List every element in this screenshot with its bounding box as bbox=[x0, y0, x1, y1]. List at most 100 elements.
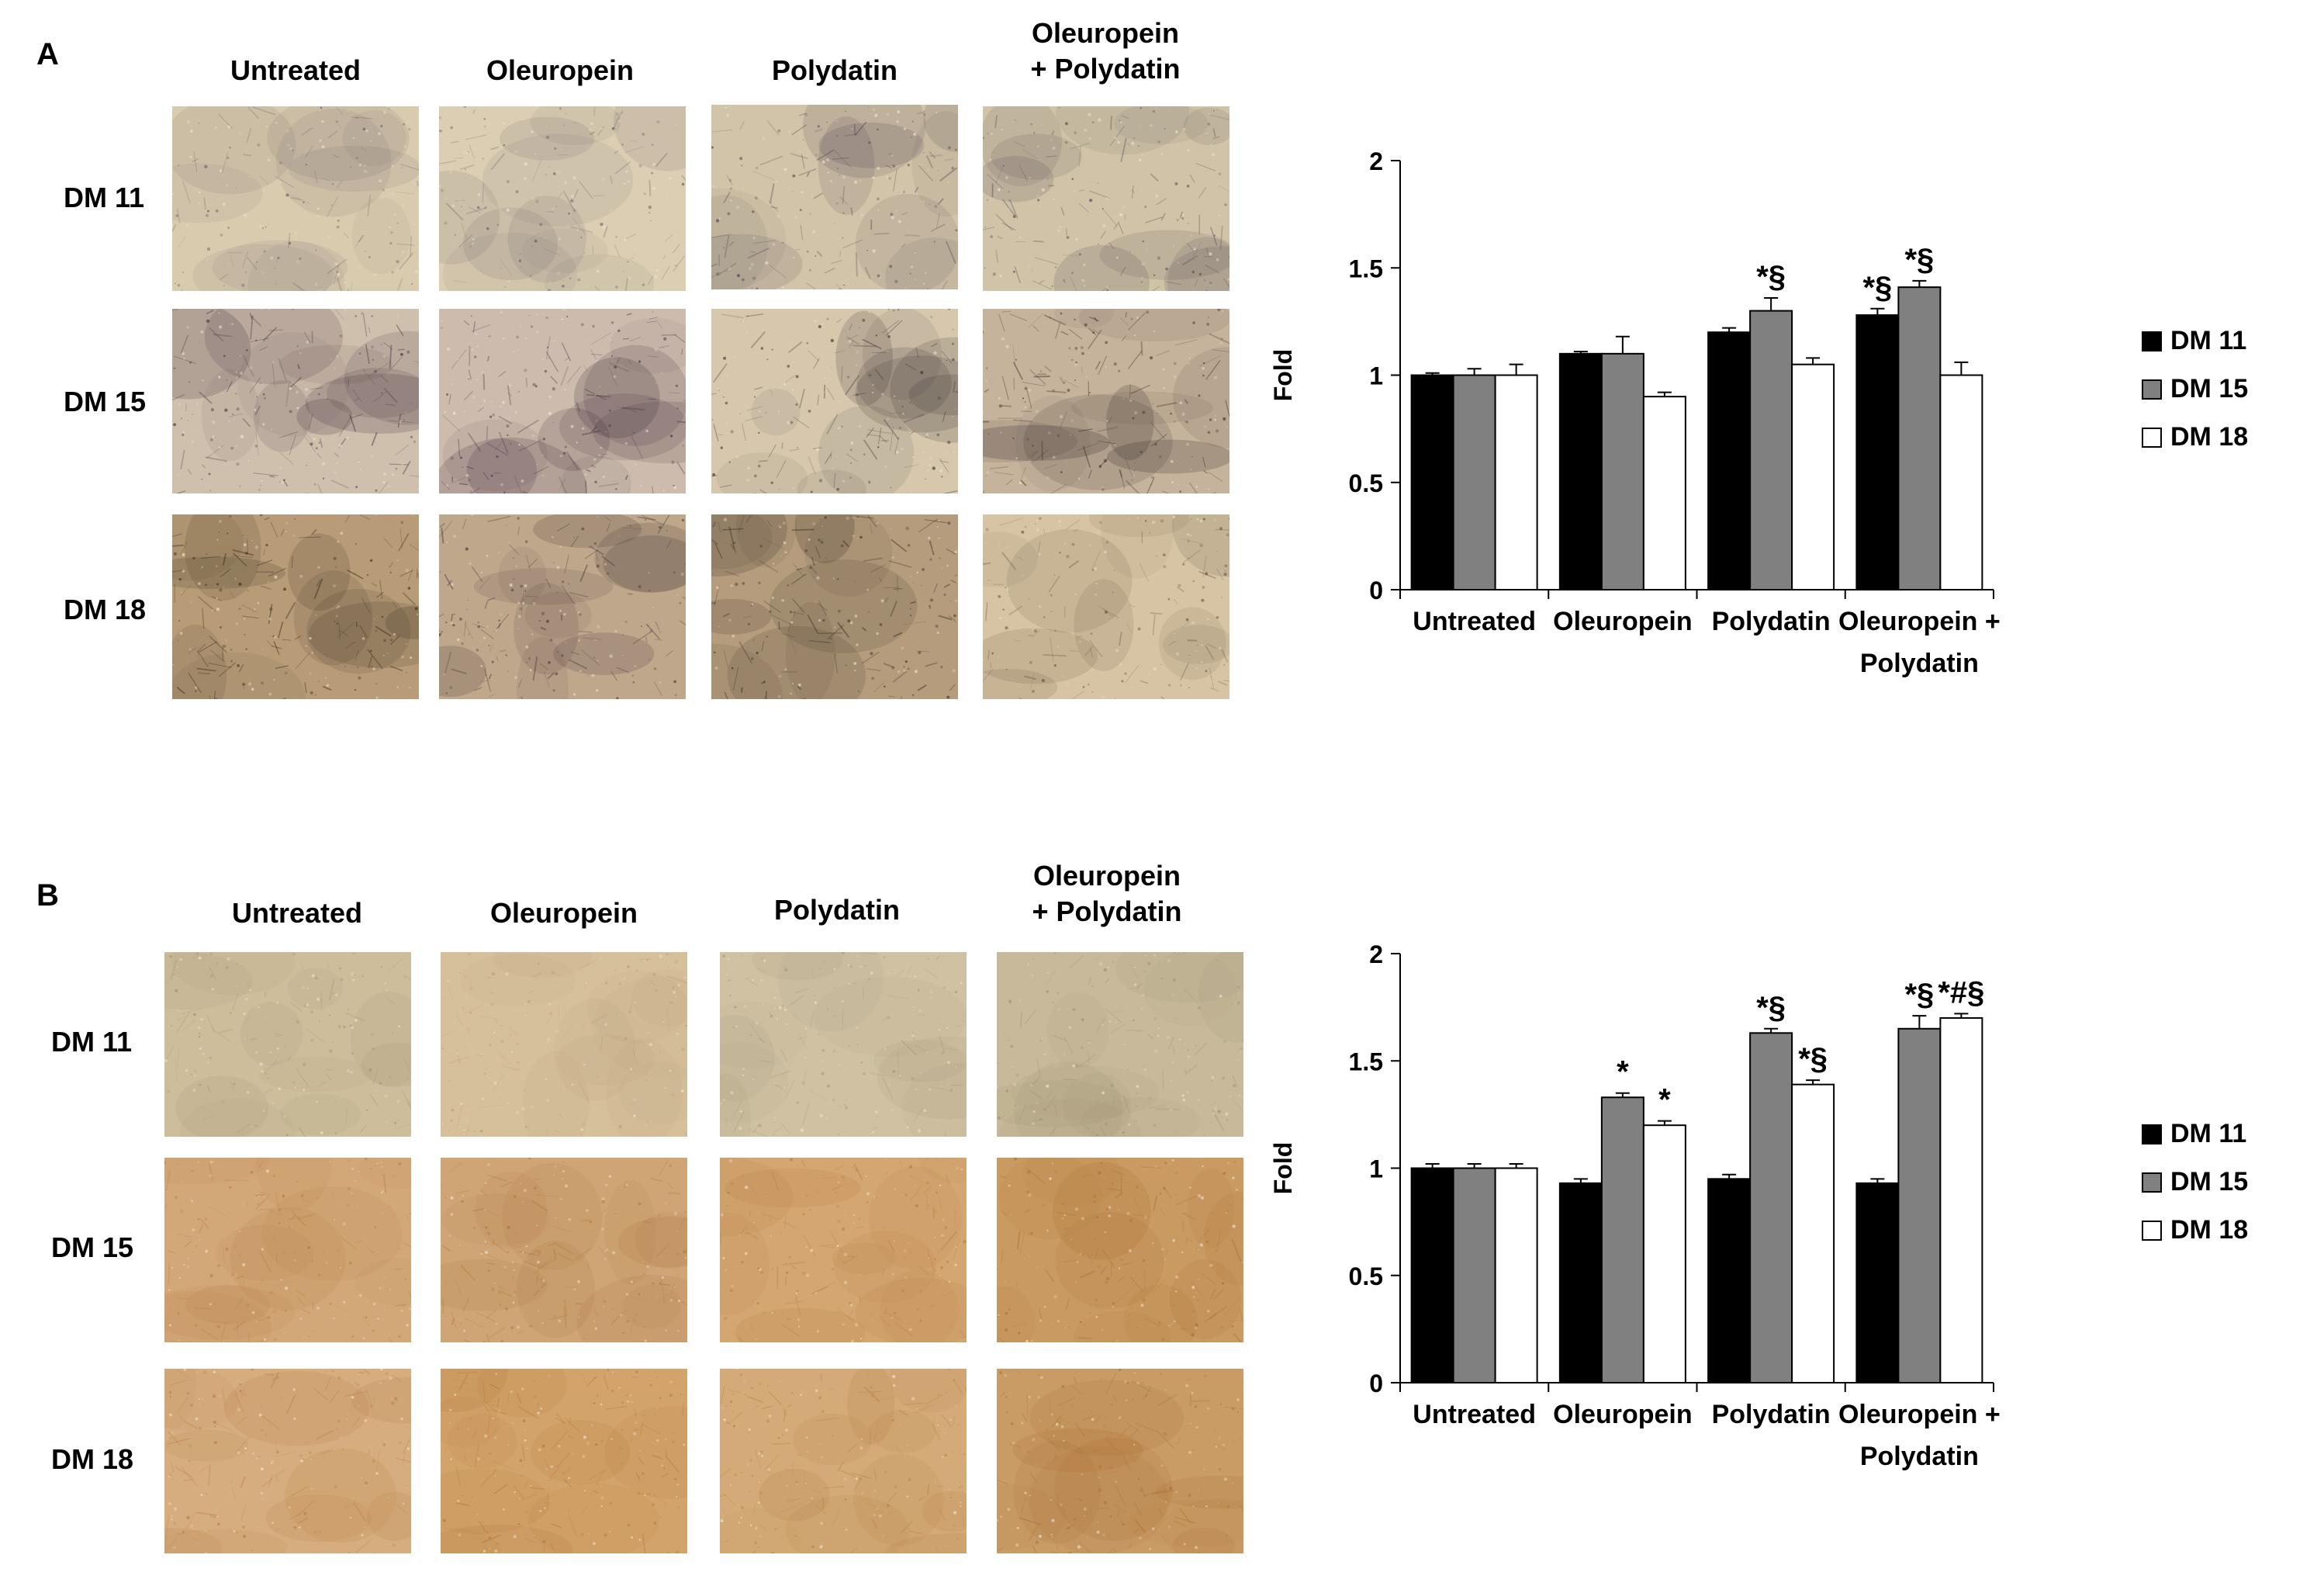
cell-speck bbox=[1136, 1328, 1138, 1329]
cell-speck bbox=[600, 999, 601, 1000]
cell-speck bbox=[1106, 1277, 1109, 1280]
cell-speck bbox=[227, 957, 230, 961]
cell-speck bbox=[1181, 684, 1182, 686]
cell-speck bbox=[787, 584, 790, 587]
cell-speck bbox=[1141, 281, 1143, 282]
cell-speck bbox=[946, 696, 949, 699]
cell-speck bbox=[925, 272, 926, 274]
cell-speck bbox=[471, 434, 472, 435]
cell-speck bbox=[1059, 552, 1060, 553]
cell-speck bbox=[734, 1006, 736, 1008]
cell-speck bbox=[911, 137, 912, 138]
cell-speck bbox=[334, 1449, 336, 1450]
cell-speck bbox=[629, 1011, 631, 1013]
cell-speck bbox=[549, 396, 552, 399]
cell-speck bbox=[1186, 443, 1189, 446]
cell-speck bbox=[845, 1214, 846, 1215]
cell-speck bbox=[1029, 1193, 1032, 1196]
cell-speck bbox=[856, 1044, 859, 1046]
cell-speck bbox=[355, 487, 358, 489]
cell-speck bbox=[309, 1527, 310, 1529]
row-header-dm11: DM 11 bbox=[51, 1026, 132, 1058]
cell-speck bbox=[1102, 224, 1105, 227]
cell-speck bbox=[1192, 321, 1195, 324]
cell-speck bbox=[626, 1293, 629, 1296]
cell-speck bbox=[366, 130, 368, 132]
stain-blob bbox=[832, 1242, 895, 1274]
cell-speck bbox=[458, 1533, 462, 1536]
y-tick-label: 2 bbox=[1369, 147, 1383, 175]
stain-blob bbox=[442, 1193, 552, 1245]
cell-speck bbox=[271, 1522, 274, 1524]
cell-speck bbox=[876, 632, 878, 635]
cell-speck bbox=[1181, 1252, 1183, 1253]
cell-speck bbox=[206, 1494, 208, 1495]
cell-speck bbox=[1153, 110, 1155, 113]
cell-speck bbox=[773, 1117, 775, 1119]
cell-speck bbox=[842, 1176, 845, 1179]
cell-speck bbox=[669, 177, 671, 179]
cell-speck bbox=[790, 621, 793, 623]
cell-speck bbox=[381, 1212, 382, 1213]
cell-speck bbox=[624, 1241, 626, 1242]
cell-speck bbox=[825, 1117, 828, 1119]
cell-speck bbox=[600, 1040, 601, 1041]
cell-speck bbox=[1006, 601, 1008, 602]
cell-speck bbox=[942, 1021, 943, 1022]
cell-speck bbox=[1065, 141, 1067, 144]
cell-speck bbox=[898, 400, 899, 401]
cell-speck bbox=[938, 396, 941, 400]
cell-speck bbox=[1131, 142, 1134, 145]
cell-speck bbox=[1036, 1102, 1038, 1104]
cell-speck bbox=[595, 639, 597, 641]
cell-speck bbox=[682, 519, 684, 521]
cell-speck bbox=[798, 1325, 800, 1327]
cell-speck bbox=[1088, 1042, 1090, 1044]
cell-speck bbox=[1196, 650, 1198, 652]
cell-speck bbox=[1172, 1239, 1174, 1241]
cell-speck bbox=[1128, 1244, 1129, 1245]
cell-speck bbox=[1146, 249, 1147, 250]
cell-speck bbox=[216, 210, 219, 213]
cell-speck bbox=[985, 528, 988, 531]
cell-speck bbox=[311, 652, 313, 654]
cell-speck bbox=[604, 1251, 606, 1252]
cell-speck bbox=[1173, 978, 1176, 982]
cell-speck bbox=[998, 595, 1001, 598]
cell-speck bbox=[209, 1174, 212, 1177]
cell-speck bbox=[442, 1124, 444, 1125]
cell-speck bbox=[652, 144, 654, 146]
cell-speck bbox=[763, 1311, 766, 1314]
cell-speck bbox=[186, 1516, 189, 1519]
cell-speck bbox=[198, 582, 201, 585]
cell-speck bbox=[406, 1324, 409, 1326]
micrograph bbox=[439, 309, 686, 493]
cell-speck bbox=[171, 1267, 173, 1269]
cell-speck bbox=[1121, 680, 1123, 682]
fiber-strand bbox=[276, 1254, 277, 1264]
cell-speck bbox=[667, 967, 669, 968]
cell-speck bbox=[274, 679, 275, 680]
cell-speck bbox=[893, 310, 894, 311]
cell-speck bbox=[596, 420, 597, 421]
fiber-strand bbox=[198, 673, 209, 674]
cell-speck bbox=[729, 994, 731, 996]
cell-speck bbox=[1104, 459, 1107, 462]
cell-speck bbox=[393, 193, 394, 195]
cell-speck bbox=[930, 316, 932, 318]
cell-speck bbox=[955, 991, 958, 994]
cell-speck bbox=[728, 619, 731, 622]
cell-speck bbox=[1024, 401, 1026, 403]
cell-speck bbox=[660, 1516, 662, 1518]
cell-speck bbox=[268, 693, 271, 696]
cell-speck bbox=[911, 490, 912, 492]
cell-speck bbox=[415, 270, 418, 273]
cell-speck bbox=[489, 1453, 491, 1455]
cell-speck bbox=[573, 1288, 576, 1290]
cell-speck bbox=[382, 616, 384, 618]
cell-speck bbox=[1106, 286, 1108, 289]
cell-speck bbox=[993, 151, 994, 152]
cell-speck bbox=[410, 403, 412, 404]
cell-speck bbox=[481, 372, 483, 374]
